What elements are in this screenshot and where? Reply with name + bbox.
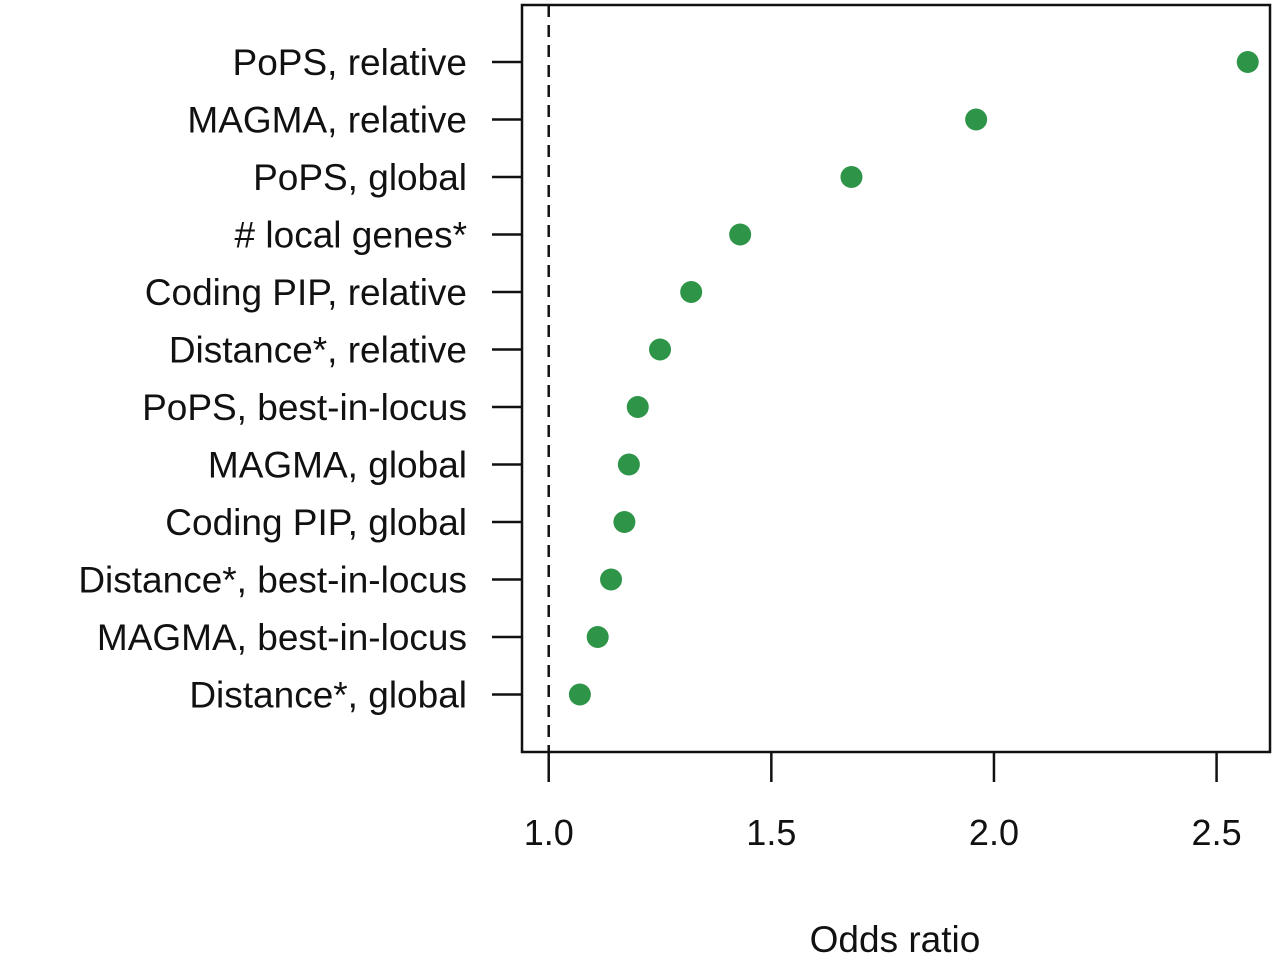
data-point (729, 223, 752, 246)
category-label: MAGMA, global (208, 445, 467, 486)
data-point (568, 683, 591, 706)
data-point (626, 396, 649, 418)
data-point (613, 511, 636, 533)
category-label: Coding PIP, global (165, 502, 467, 543)
x-tick-label: 2.5 (1192, 812, 1242, 853)
data-point (840, 166, 863, 188)
data-point (965, 108, 988, 131)
category-label: PoPS, global (253, 157, 467, 198)
x-axis-ticks: 1.0 1.5 2.0 2.5 (524, 752, 1242, 853)
data-point (600, 568, 623, 591)
category-label: # local genes* (235, 215, 467, 256)
category-label: Distance*, global (189, 675, 467, 716)
category-label: MAGMA, best-in-locus (97, 617, 467, 658)
x-tick-label: 2.0 (969, 812, 1019, 853)
category-label: MAGMA, relative (187, 100, 467, 141)
data-point (649, 338, 672, 361)
category-label: PoPS, relative (233, 42, 467, 83)
category-labels: PoPS, relative MAGMA, relative PoPS, globa… (78, 42, 467, 716)
data-point (617, 453, 640, 476)
category-label: Distance*, relative (169, 330, 467, 371)
x-tick-label: 1.0 (524, 812, 574, 853)
plot-frame (520, 3, 1272, 754)
data-points (568, 51, 1259, 706)
data-point (586, 626, 609, 648)
x-tick-label: 1.5 (746, 812, 796, 853)
category-label: Distance*, best-in-locus (78, 560, 467, 601)
category-label: Coding PIP, relative (145, 272, 467, 313)
data-point (1236, 51, 1259, 73)
x-axis-title: Odds ratio (810, 919, 981, 960)
category-label: PoPS, best-in-locus (142, 387, 467, 428)
y-axis-ticks (492, 60, 522, 696)
data-point (680, 281, 703, 303)
